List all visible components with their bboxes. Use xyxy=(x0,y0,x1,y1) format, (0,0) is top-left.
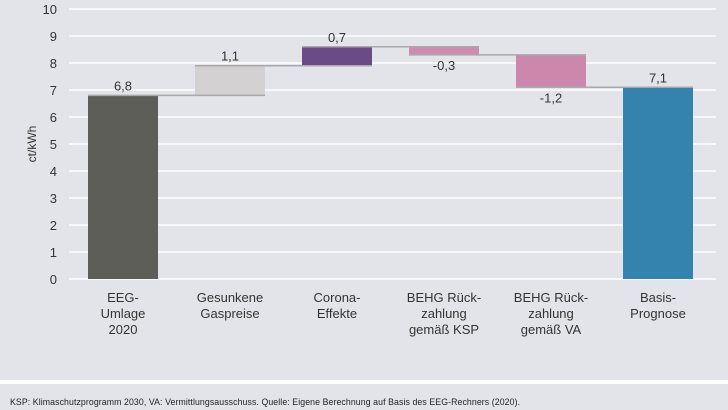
x-tick-label: gemäß VA xyxy=(521,322,582,337)
bar xyxy=(516,54,586,88)
bar xyxy=(88,95,158,280)
y-tick-label: 6 xyxy=(50,110,57,125)
data-label: 1,1 xyxy=(221,49,239,64)
y-tick-label: 3 xyxy=(50,191,57,206)
x-tick-label: gemäß KSP xyxy=(409,322,479,337)
y-tick-label: 7 xyxy=(50,83,57,98)
y-tick-label: 1 xyxy=(50,245,57,260)
x-tick-label: Corona- xyxy=(314,290,361,305)
y-tick-label: 2 xyxy=(50,218,57,233)
chart-panel: 0 1 2 3 4 5 6 7 8 9 10 ct/kWh 6,8 EEG- Umlage 2020 1,1 Ge… xyxy=(0,0,728,380)
footer: KSP: Klimaschutzprogramm 2030, VA: Vermi… xyxy=(0,384,728,410)
y-axis-label: ct/kWh xyxy=(25,126,39,163)
bar xyxy=(623,87,693,279)
bar xyxy=(409,46,479,55)
data-label: 6,8 xyxy=(114,78,132,93)
y-tick-label: 4 xyxy=(50,164,57,179)
bar xyxy=(195,65,265,96)
data-label: -0,3 xyxy=(433,58,455,73)
y-tick-label: 10 xyxy=(43,2,57,17)
footer-note: KSP: Klimaschutzprogramm 2030, VA: Vermi… xyxy=(10,397,521,408)
x-tick-label: Gesunkene xyxy=(197,290,264,305)
y-tick-label: 9 xyxy=(50,29,57,44)
y-tick-label: 5 xyxy=(50,137,57,152)
data-label: -1,2 xyxy=(540,90,562,105)
x-tick-label: BEHG Rück- xyxy=(514,290,588,305)
x-tick-label: 2020 xyxy=(109,322,138,337)
x-tick-label: Umlage xyxy=(101,306,146,321)
x-tick-label: BEHG Rück- xyxy=(407,290,481,305)
data-label: 0,7 xyxy=(328,30,346,45)
y-tick-label: 0 xyxy=(50,272,57,287)
x-tick-label: zahlung xyxy=(421,306,467,321)
x-tick-label: EEG- xyxy=(107,290,139,305)
x-tick-label: Prognose xyxy=(630,306,686,321)
x-tick-label: Gaspreise xyxy=(200,306,259,321)
x-tick-label: Basis- xyxy=(640,290,676,305)
x-tick-label: zahlung xyxy=(528,306,574,321)
bar xyxy=(302,46,372,66)
x-tick-label: Effekte xyxy=(317,306,357,321)
y-tick-label: 8 xyxy=(50,56,57,71)
data-label: 7,1 xyxy=(649,70,667,85)
